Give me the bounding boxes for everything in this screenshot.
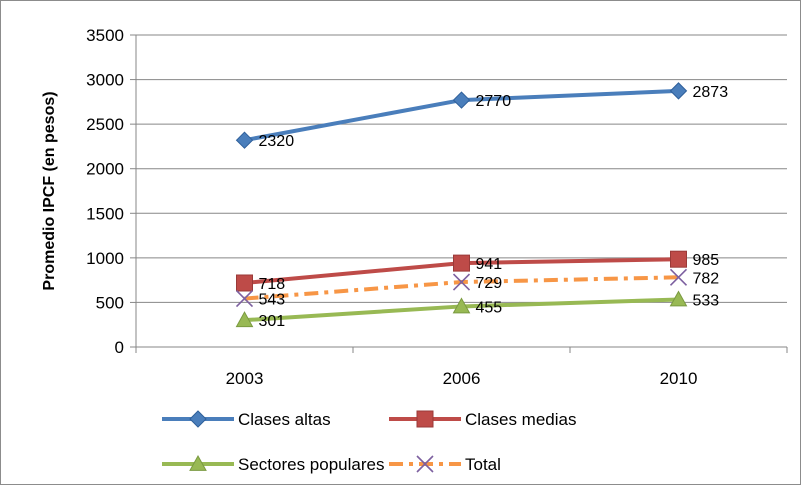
data-label-clases-altas: 2873: [693, 84, 729, 101]
data-point-total: [235, 290, 254, 308]
data-label-total: 543: [259, 292, 286, 309]
y-tick-label: 2500: [86, 115, 124, 134]
y-axis-title: Promedio IPCF (en pesos): [41, 91, 58, 290]
x-tick-label: 2006: [443, 369, 481, 388]
legend-label-total: Total: [465, 455, 501, 474]
data-point-clases-medias: [670, 250, 687, 268]
y-tick-label: 0: [115, 338, 124, 357]
legend-label-clases-medias: Clases medias: [465, 410, 577, 429]
legend-marker-total: [416, 455, 434, 473]
data-point-clases-altas: [452, 91, 471, 109]
data-label-total: 782: [693, 270, 720, 287]
legend-marker-sectores-populares: [189, 454, 207, 471]
x-tick-label: 2003: [226, 369, 264, 388]
legend-marker-clases-medias: [416, 410, 434, 428]
data-point-clases-medias: [236, 274, 253, 292]
data-label-sectores-populares: 301: [259, 313, 286, 330]
x-tick-label: 2010: [660, 369, 698, 388]
legend-label-sectores-populares: Sectores populares: [238, 455, 384, 474]
data-point-total: [452, 273, 471, 291]
series-line-total: [244, 275, 679, 301]
y-tick-label: 2000: [86, 160, 124, 179]
data-label-sectores-populares: 455: [476, 299, 503, 316]
data-point-sectores-populares: [452, 297, 471, 314]
data-point-sectores-populares: [669, 290, 688, 307]
data-point-clases-medias: [453, 254, 470, 272]
data-point-sectores-populares: [235, 311, 254, 328]
y-tick-label: 500: [96, 293, 124, 312]
legend-marker-clases-altas: [189, 410, 207, 428]
data-label-clases-medias: 985: [693, 252, 720, 269]
y-tick-label: 1500: [86, 204, 124, 223]
data-label-clases-altas: 2320: [259, 133, 295, 150]
data-point-clases-altas: [235, 131, 254, 149]
y-tick-label: 3500: [86, 26, 124, 45]
data-label-sectores-populares: 533: [693, 292, 720, 309]
data-label-clases-medias: 941: [476, 256, 503, 273]
data-point-clases-altas: [669, 82, 688, 100]
y-tick-label: 3000: [86, 71, 124, 90]
y-tick-label: 1000: [86, 249, 124, 268]
data-point-total: [669, 268, 688, 286]
data-label-clases-altas: 2770: [476, 93, 512, 110]
legend-label-clases-altas: Clases altas: [238, 410, 331, 429]
data-label-total: 729: [476, 275, 503, 292]
data-label-clases-medias: 718: [259, 276, 286, 293]
